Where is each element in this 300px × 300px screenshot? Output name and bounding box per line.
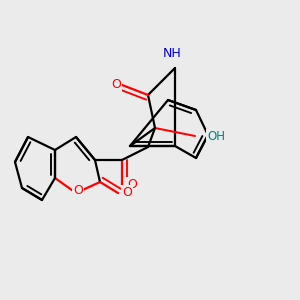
Text: O: O — [73, 184, 83, 197]
Text: O: O — [127, 178, 137, 191]
Text: OH: OH — [207, 130, 225, 142]
Text: O: O — [111, 79, 121, 92]
Text: NH: NH — [163, 47, 182, 60]
Text: O: O — [122, 187, 132, 200]
